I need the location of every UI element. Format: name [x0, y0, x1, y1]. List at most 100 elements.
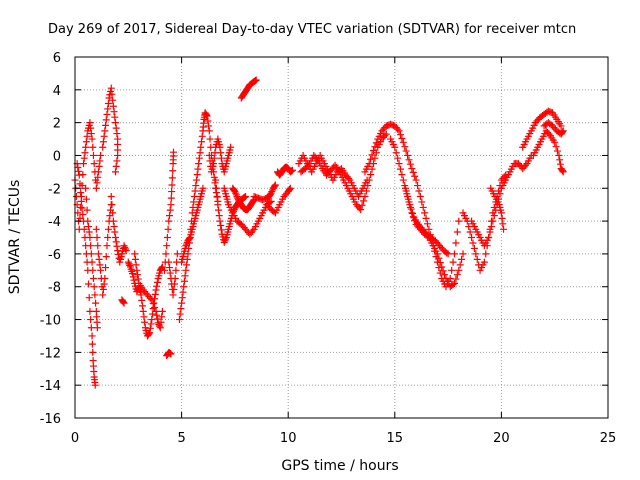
data-point — [487, 223, 495, 231]
data-point — [137, 291, 145, 299]
data-point — [403, 190, 411, 198]
data-point — [89, 266, 97, 274]
data-point — [364, 182, 372, 190]
data-point — [153, 311, 161, 319]
data-point — [196, 149, 204, 157]
data-point — [156, 322, 164, 330]
data-point — [113, 157, 121, 165]
data-point — [94, 250, 102, 258]
data-point — [234, 194, 242, 202]
data-point — [210, 154, 218, 162]
data-point — [102, 121, 110, 129]
data-point — [82, 184, 90, 192]
data-point — [232, 191, 240, 199]
data-point — [391, 143, 399, 151]
data-point — [113, 242, 121, 250]
data-point — [214, 201, 222, 209]
y-tick-label: -12 — [40, 346, 61, 361]
data-point — [153, 282, 161, 290]
data-point — [193, 171, 201, 179]
data-point — [124, 258, 132, 266]
data-point — [216, 217, 224, 225]
data-point — [197, 138, 205, 146]
data-point — [88, 340, 96, 348]
data-point — [152, 286, 160, 294]
data-point — [102, 253, 110, 261]
grid — [75, 57, 608, 418]
data-point — [399, 138, 407, 146]
data-point — [99, 285, 107, 293]
data-point — [455, 266, 463, 274]
y-tick-label: -10 — [40, 314, 61, 329]
data-point — [82, 138, 90, 146]
data-point — [121, 245, 129, 253]
data-point — [215, 206, 223, 214]
plot-frame — [74, 56, 609, 419]
data-point — [183, 261, 191, 269]
data-point — [286, 184, 294, 192]
data-point — [227, 143, 235, 151]
data-point — [82, 195, 90, 203]
data-point — [97, 266, 105, 274]
data-point — [109, 96, 117, 104]
data-point — [450, 250, 458, 258]
y-axis-label: SDTVAR / TECUs — [7, 180, 23, 295]
data-point — [89, 143, 97, 151]
data-point — [195, 160, 203, 168]
data-point — [101, 275, 109, 283]
data-point — [220, 238, 228, 246]
data-point — [175, 316, 183, 324]
data-point — [232, 189, 240, 197]
data-point — [94, 168, 102, 176]
data-point — [401, 184, 409, 192]
data-point — [110, 108, 118, 116]
data-point — [557, 122, 565, 130]
data-point — [217, 226, 225, 234]
y-tick-label: 2 — [53, 117, 61, 132]
data-point — [86, 119, 94, 127]
data-point — [414, 182, 422, 190]
data-point — [153, 278, 161, 286]
data-point — [84, 217, 92, 225]
data-point — [466, 228, 474, 236]
data-point — [126, 261, 134, 269]
data-point — [180, 277, 188, 285]
data-point — [96, 261, 104, 269]
data-point — [545, 130, 553, 138]
data-point — [162, 250, 170, 258]
data-point — [499, 220, 507, 228]
data-point — [151, 290, 159, 298]
data-point — [88, 258, 96, 266]
data-point — [163, 234, 171, 241]
data-point — [271, 182, 279, 190]
data-point — [75, 171, 83, 179]
data-point — [170, 285, 178, 293]
data-point — [365, 176, 373, 184]
data-point — [423, 220, 431, 228]
data-point — [398, 171, 406, 179]
data-point — [87, 316, 95, 324]
data-points — [71, 76, 567, 389]
data-point — [422, 214, 430, 222]
data-point — [141, 318, 149, 326]
data-point — [443, 249, 451, 257]
data-point — [82, 143, 90, 151]
data-point — [94, 242, 102, 250]
data-point — [556, 160, 564, 168]
data-point — [87, 130, 95, 138]
y-tick-label: 4 — [53, 84, 61, 99]
data-point — [133, 266, 141, 274]
data-point — [169, 148, 177, 156]
data-point — [88, 135, 96, 143]
data-point — [217, 154, 225, 162]
data-point — [74, 163, 82, 171]
data-point — [183, 240, 191, 248]
data-point — [167, 194, 175, 202]
data-point — [216, 143, 224, 151]
x-tick-label: 15 — [387, 431, 404, 446]
data-point — [198, 132, 206, 140]
data-point — [559, 128, 567, 136]
y-tick-label: -14 — [40, 379, 61, 394]
data-point — [182, 266, 190, 274]
data-point — [419, 203, 427, 211]
